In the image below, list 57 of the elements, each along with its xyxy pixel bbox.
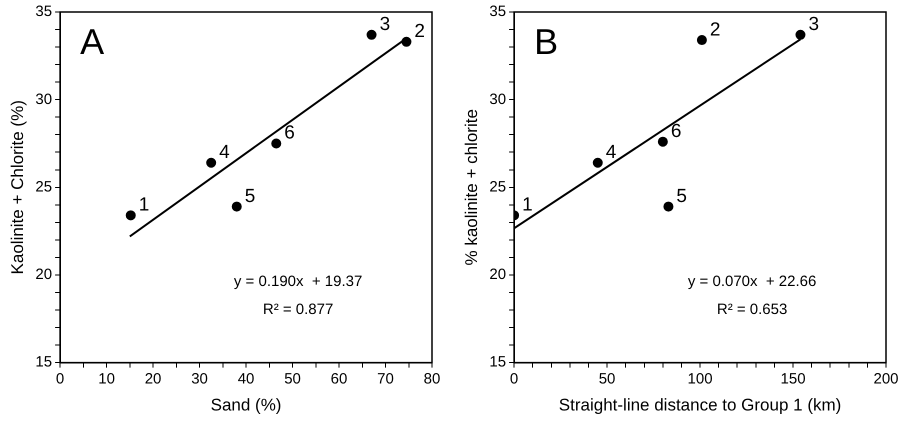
annotation: R² = 0.653 [716, 301, 788, 318]
point [795, 30, 806, 40]
annotation: y = 0.070x + 22.66 [688, 273, 816, 290]
point [658, 136, 668, 147]
annotation: A [80, 20, 104, 62]
point [232, 202, 242, 212]
point [663, 202, 674, 212]
x-tick-label: 50 [284, 370, 301, 388]
point [126, 210, 136, 220]
point [366, 30, 377, 40]
annotation: 3 [808, 14, 820, 36]
y-tick-label: 35 [35, 3, 52, 20]
annotation: 4 [606, 142, 617, 163]
x-tick-label: 50 [598, 370, 616, 388]
x-tick-label: 0 [510, 370, 518, 388]
x-tick-label: 0 [56, 370, 64, 388]
x-tick-label: 40 [238, 370, 254, 388]
y-tick-label: 15 [489, 354, 506, 371]
x-tick-label: 10 [98, 370, 115, 388]
point [592, 158, 603, 168]
annotation: 2 [710, 19, 720, 40]
annotation: y = 0.190x + 19.37 [234, 273, 362, 290]
x-tick-label: 80 [424, 370, 440, 388]
y-tick-label: 35 [489, 3, 506, 20]
y-tick-label: 20 [35, 266, 52, 284]
x-tick-label: 30 [191, 370, 208, 388]
annotation: 6 [670, 120, 682, 142]
x-tick-label: 100 [688, 370, 713, 388]
x-tick-label: 70 [377, 370, 394, 388]
annotation: 6 [284, 122, 295, 144]
y-tick-label: 15 [35, 354, 52, 371]
x-tick-label: 200 [873, 370, 899, 388]
y-tick-label: 30 [489, 90, 506, 108]
annotation: 3 [380, 14, 390, 36]
annotation: 1 [138, 194, 150, 216]
point [696, 35, 707, 46]
annotation: 5 [244, 186, 256, 207]
x-axis-title: Sand (%) [210, 395, 282, 414]
point [206, 158, 216, 168]
annotation: 4 [219, 142, 230, 163]
annotation: B [534, 20, 558, 62]
x-tick-label: 20 [144, 370, 162, 388]
annotation: 1 [522, 194, 533, 216]
y-axis-title: Kaolinite + Chlorite (%) [8, 100, 27, 274]
y-tick-label: 25 [35, 178, 52, 196]
annotation: R² = 0.877 [262, 301, 334, 318]
y-tick-label: 25 [489, 178, 506, 196]
y-tick-label: 20 [489, 266, 506, 284]
point [401, 36, 412, 47]
x-tick-label: 150 [780, 370, 806, 388]
point [271, 138, 282, 148]
annotation: 2 [414, 21, 426, 42]
y-axis-title: % kaolinite + chlorite [462, 109, 481, 266]
x-axis-title: Straight-line distance to Group 1 (km) [558, 395, 842, 414]
annotation: 5 [676, 186, 688, 207]
x-tick-label: 60 [330, 370, 348, 388]
y-tick-label: 30 [35, 90, 52, 108]
